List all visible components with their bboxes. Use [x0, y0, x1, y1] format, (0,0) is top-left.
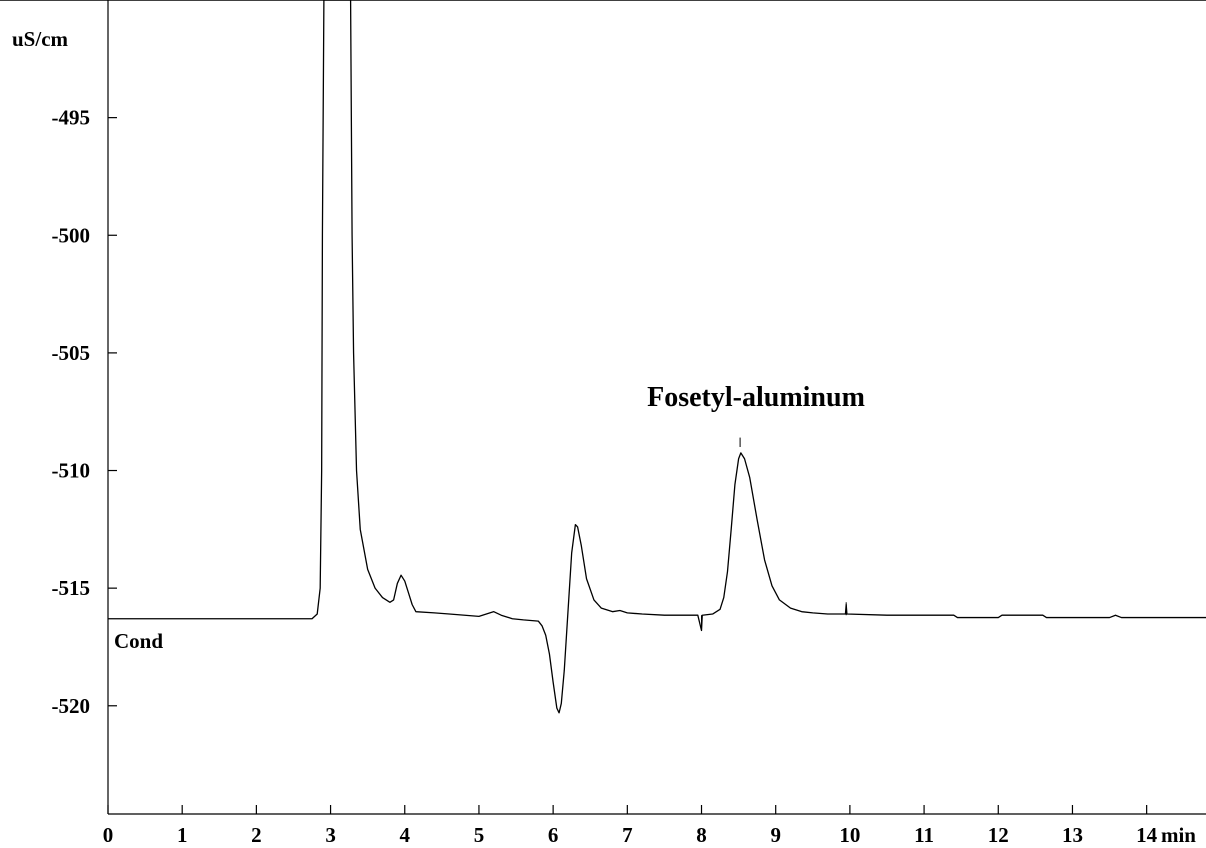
y-tick-label: -515: [52, 576, 91, 600]
x-tick-label: 4: [400, 823, 411, 847]
y-ticks: -495 -500 -505 -510 -515 -520: [52, 106, 117, 718]
x-tick-label: 12: [988, 823, 1009, 847]
x-tick-label: 14: [1136, 823, 1158, 847]
y-tick-label: -495: [52, 106, 91, 130]
x-tick-label: 1: [177, 823, 188, 847]
x-tick-label: 9: [770, 823, 781, 847]
y-tick-label: -510: [52, 459, 91, 483]
y-axis-label: uS/cm: [12, 27, 69, 51]
x-tick-label: 13: [1062, 823, 1083, 847]
x-tick-label: 2: [251, 823, 262, 847]
x-tick-label: 6: [548, 823, 559, 847]
x-tick-label: 7: [622, 823, 633, 847]
series-line: [108, 0, 1206, 714]
x-tick-label: 5: [474, 823, 485, 847]
x-tick-label: 11: [914, 823, 934, 847]
y-tick-label: -500: [52, 223, 91, 247]
x-tick-label: 10: [839, 823, 860, 847]
marker-group: [701, 437, 847, 631]
x-tick-label: 3: [325, 823, 336, 847]
x-axis-unit: min: [1161, 823, 1196, 847]
y-tick-label: -520: [52, 694, 91, 718]
peak-annotation: Fosetyl-aluminum: [647, 382, 865, 413]
x-tick-label: 0: [103, 823, 114, 847]
x-ticks: 0 1 2 3 4 5 6 7 8 9 10 11 12 13 14: [103, 805, 1158, 847]
trace-label: Cond: [114, 629, 163, 653]
series-group: [108, 0, 1206, 714]
x-tick-label: 8: [696, 823, 707, 847]
y-tick-label: -505: [52, 341, 91, 365]
